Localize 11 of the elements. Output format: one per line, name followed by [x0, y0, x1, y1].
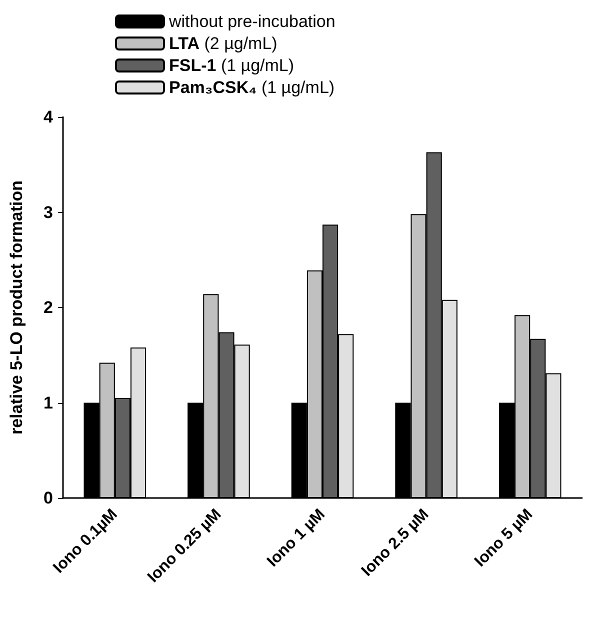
legend-label: without pre-incubation	[168, 12, 336, 31]
x-tick-label: Iono 2.5 µM	[358, 506, 432, 580]
legend-label: LTA (2 µg/mL)	[169, 34, 278, 53]
y-axis-title: relative 5-LO product formation	[7, 180, 26, 435]
y-tick-label: 2	[44, 298, 53, 317]
legend-label: FSL-1 (1 µg/mL)	[169, 56, 294, 75]
y-tick-label: 1	[44, 393, 53, 412]
legend-label: Pam₃CSK₄ (1 µg/mL)	[169, 78, 335, 97]
y-tick-label: 0	[44, 488, 53, 508]
y-tick-label: 3	[44, 202, 53, 222]
y-tick-label: 4	[44, 108, 54, 126]
